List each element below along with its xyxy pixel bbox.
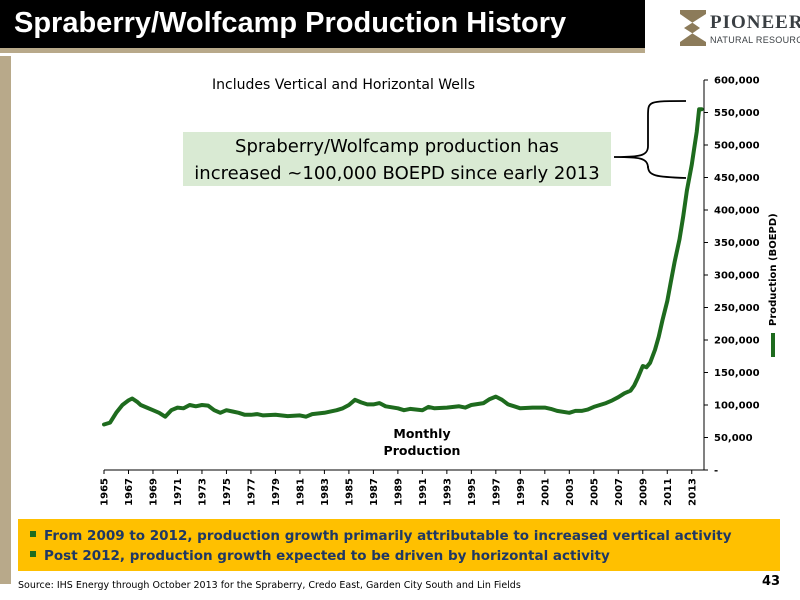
x-tick-label: 2001: [540, 478, 551, 506]
x-tick-label: 1991: [418, 478, 429, 506]
monthly-production-annotation: Monthly: [393, 426, 450, 441]
bullet-item: From 2009 to 2012, production growth pri…: [30, 526, 780, 546]
y-tick-label: 50,000: [714, 433, 753, 444]
logo-mark-icon: [680, 10, 706, 46]
x-axis: 1965 1967 1969 1971 1973 1975 1977 1979 1981 1983…: [100, 469, 704, 506]
x-tick-label: 1977: [246, 478, 257, 506]
x-tick-label: 2009: [638, 478, 649, 506]
title-bar: Spraberry/Wolfcamp Production History: [0, 0, 645, 48]
x-tick-label: 1987: [369, 478, 380, 506]
x-tick-label: 2011: [663, 478, 674, 506]
chart-subtitle: Includes Vertical and Horizontal Wells: [212, 77, 475, 93]
logo-wordmark: PIONEER: [710, 12, 800, 33]
y-tick-label: 300,000: [714, 271, 760, 282]
bullet-square-icon: [30, 551, 36, 557]
x-tick-label: 2005: [589, 478, 600, 506]
left-accent-rule: [0, 56, 11, 584]
y-tick-label: 100,000: [714, 401, 760, 412]
y-tick-label: 250,000: [714, 303, 760, 314]
page-number: 43: [762, 574, 781, 589]
x-tick-label: 2003: [565, 478, 576, 506]
x-tick-label: 1993: [442, 478, 453, 506]
x-tick-label: 1971: [173, 478, 184, 506]
y-tick-label: 500,000: [714, 141, 760, 152]
y-tick-label: 450,000: [714, 173, 760, 184]
monthly-production-annotation: Production: [384, 443, 461, 458]
y-tick-label: 600,000: [714, 76, 760, 87]
x-tick-label: 1981: [295, 478, 306, 506]
y-axis: - 50,000 100,000 150,000 200,000 250,000 300,0…: [703, 76, 760, 477]
x-tick-label: 1995: [467, 478, 478, 506]
x-tick-label: 1975: [222, 478, 233, 506]
y-tick-label: -: [714, 466, 718, 477]
x-tick-label: 1985: [344, 478, 355, 506]
y-tick-label: 150,000: [714, 368, 760, 379]
page-title: Spraberry/Wolfcamp Production History: [14, 7, 567, 39]
bullet-text: Post 2012, production growth expected to…: [44, 548, 610, 564]
callout-line-2: increased ~100,000 BOEPD since early 201…: [194, 163, 600, 184]
bullet-item: Post 2012, production growth expected to…: [30, 546, 780, 566]
y-tick-label: 350,000: [714, 238, 760, 249]
x-tick-label: 1967: [124, 478, 135, 506]
x-tick-label: 1979: [271, 478, 282, 506]
x-tick-label: 1965: [100, 478, 111, 506]
y-axis-title: Production (BOEPD): [768, 213, 779, 326]
x-tick-label: 2013: [687, 478, 698, 506]
bullet-text: From 2009 to 2012, production growth pri…: [44, 528, 732, 544]
production-line: [102, 107, 704, 427]
bullet-square-icon: [30, 531, 36, 537]
x-tick-label: 2007: [614, 478, 625, 506]
x-tick-label: 1989: [393, 478, 404, 506]
callout-box: Spraberry/Wolfcamp production has increa…: [183, 132, 611, 186]
x-tick-label: 1997: [491, 478, 502, 506]
logo-subname: NATURAL RESOURCES: [710, 35, 800, 45]
legend: Production (BOEPD): [768, 213, 779, 357]
callout-brace: [613, 100, 687, 179]
series-layer: [102, 107, 704, 427]
annotations: Monthly Production: [384, 100, 687, 458]
x-tick-label: 1999: [516, 478, 527, 506]
x-tick-label: 1983: [320, 478, 331, 506]
y-tick-label: 200,000: [714, 336, 760, 347]
company-logo: PIONEER NATURAL RESOURCES: [676, 8, 800, 52]
y-tick-label: 550,000: [714, 108, 760, 119]
callout-line-1: Spraberry/Wolfcamp production has: [235, 136, 559, 157]
source-note: Source: IHS Energy through October 2013 …: [18, 580, 521, 591]
title-accent-stripe: [0, 48, 645, 53]
x-tick-label: 1973: [197, 478, 208, 506]
bullet-box: From 2009 to 2012, production growth pri…: [18, 519, 780, 571]
y-tick-label: 400,000: [714, 206, 760, 217]
x-tick-label: 1969: [148, 478, 159, 506]
